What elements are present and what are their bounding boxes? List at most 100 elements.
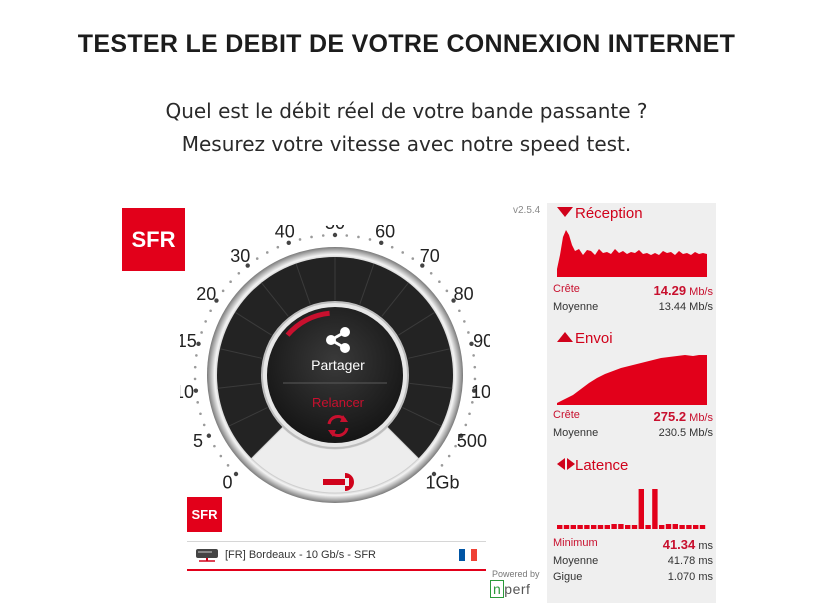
gauge-tick: [229, 280, 232, 284]
latency-jitter-value: 1.070 ms: [667, 571, 713, 583]
gauge-tick: [451, 298, 456, 303]
powered-by-label: Powered by: [492, 569, 540, 579]
gauge-tick: [310, 235, 313, 239]
gauge-scale-label: 30: [230, 246, 250, 266]
gauge-segment-line: [398, 311, 436, 336]
wrench-icon[interactable]: [323, 473, 354, 491]
page-title: TESTER LE DEBIT DE VOTRE CONNEXION INTER…: [77, 30, 736, 58]
gauge-tick: [209, 309, 212, 313]
gauge-segment-line: [381, 282, 409, 317]
latency-jitter-row: Gigue 1.070 ms: [553, 571, 713, 583]
latency-bar: [672, 524, 678, 529]
latency-bar: [577, 525, 583, 529]
gauge-segment-line: [219, 348, 262, 359]
reception-chart: [557, 230, 707, 277]
nperf-logo[interactable]: n perf: [490, 580, 530, 598]
latency-bar: [693, 525, 699, 529]
gauge-tick: [332, 232, 338, 238]
gauge-tick: [204, 320, 207, 323]
latency-minimum-value: 41.34: [662, 537, 696, 552]
latency-bar: [659, 525, 665, 529]
latency-minimum-row: Minimum 41.34 ms: [553, 537, 713, 552]
reception-peak-unit: Mb/s: [689, 286, 713, 298]
latency-bar: [699, 525, 706, 529]
latency-bar: [570, 525, 576, 529]
gauge-scale-label: 50: [325, 225, 345, 233]
latency-bar: [557, 525, 563, 529]
gauge-tick: [200, 331, 203, 334]
gauge-tick: [467, 331, 470, 334]
gauge-tick: [213, 444, 216, 448]
gauge-tick: [195, 354, 198, 357]
nperf-logo-prefix: n: [490, 580, 505, 598]
latency-arrows-icon: [557, 457, 575, 474]
gauge-tick: [196, 401, 199, 404]
gauge-segment-line: [402, 407, 442, 427]
server-icon: [196, 549, 218, 562]
results-panel: Réception Crête 14.29 Mb/s Moyenne 13.44…: [547, 203, 716, 603]
sfr-logo: SFR: [122, 208, 185, 271]
gauge-scale-label: 15: [180, 331, 197, 351]
latency-average-label: Moyenne: [553, 555, 599, 567]
download-arrow-icon: [557, 205, 575, 222]
gauge-tick: [368, 238, 372, 241]
gauge-tick: [471, 388, 477, 393]
gauge-scale-labels: 0 5 10 15 20 30 40 50 60 70 80 90 100 500 1Gb: [180, 225, 490, 492]
gauge-segment-line: [261, 282, 289, 317]
gauge-tick: [390, 245, 394, 249]
upload-average-row: Moyenne 230.5 Mb/s: [553, 427, 713, 439]
gauge-scale-label: 70: [420, 246, 440, 266]
upload-chart: [557, 355, 707, 405]
flag-stripe-blue: [459, 549, 465, 561]
flag-stripe-white: [465, 549, 471, 561]
latency-title: Latence: [557, 457, 628, 474]
latency-minimum-unit: ms: [698, 540, 713, 552]
gauge-scale-label: 100: [471, 382, 490, 402]
gauge-tick: [438, 280, 441, 284]
latency-bar: [625, 525, 631, 529]
gauge-tick: [298, 238, 302, 241]
gauge-tick: [199, 412, 202, 416]
gauge-tick: [471, 401, 474, 404]
latency-bar: [645, 525, 651, 529]
gauge-scale-label: 90: [473, 331, 490, 351]
gauge-segment-line: [217, 382, 261, 389]
server-selector[interactable]: [FR] Bordeaux - 10 Gb/s - SFR: [187, 541, 486, 571]
page-subtitle-line-2: Mesurez votre vitesse avec notre speed t…: [181, 132, 632, 156]
gauge-scale-label: 500: [457, 431, 487, 451]
latency-minimum-label: Minimum: [553, 537, 598, 549]
gauge-tick: [233, 471, 239, 477]
gauge-ticks: [193, 232, 477, 477]
upload-peak-row: Crête 275.2 Mb/s: [553, 409, 713, 424]
gauge-scale-label: 40: [275, 225, 295, 242]
sfr-logo-small: SFR: [187, 497, 222, 532]
latency-bar: [611, 524, 617, 529]
gauge-tick: [265, 251, 269, 254]
gauge-tick: [458, 309, 461, 313]
latency-bar: [591, 525, 597, 529]
gauge-tick: [401, 251, 405, 254]
latency-average-row: Moyenne 41.78 ms: [553, 555, 713, 567]
flag-stripe-red: [471, 549, 477, 561]
gauge-tick: [440, 464, 444, 467]
gauge-scale-label: 0: [223, 472, 233, 492]
relaunch-button[interactable]: Relancer: [290, 390, 386, 442]
gauge-tick: [454, 444, 457, 448]
gauge-segment-line: [234, 311, 272, 336]
share-label: Partager: [311, 357, 365, 373]
gauge-tick: [345, 234, 349, 237]
gauge-scale-label: 10: [180, 382, 194, 402]
latency-minimum-value-group: 41.34 ms: [663, 537, 713, 552]
gauge-tick: [420, 263, 425, 268]
page-subtitle-line-1: Quel est le débit réel de votre bande pa…: [165, 99, 648, 123]
gauge-tick: [469, 341, 474, 347]
france-flag-icon: [459, 549, 477, 561]
gauge-segment-line: [409, 382, 453, 389]
gauge-segment-line: [228, 407, 268, 427]
upload-peak-value-group: 275.2 Mb/s: [654, 409, 713, 424]
share-button[interactable]: Partager: [290, 326, 386, 380]
gauge-scale-label: 1Gb: [425, 472, 459, 492]
version-label: v2.5.4: [513, 205, 541, 216]
gauge-tick: [193, 388, 199, 393]
share-icon: [326, 327, 350, 353]
